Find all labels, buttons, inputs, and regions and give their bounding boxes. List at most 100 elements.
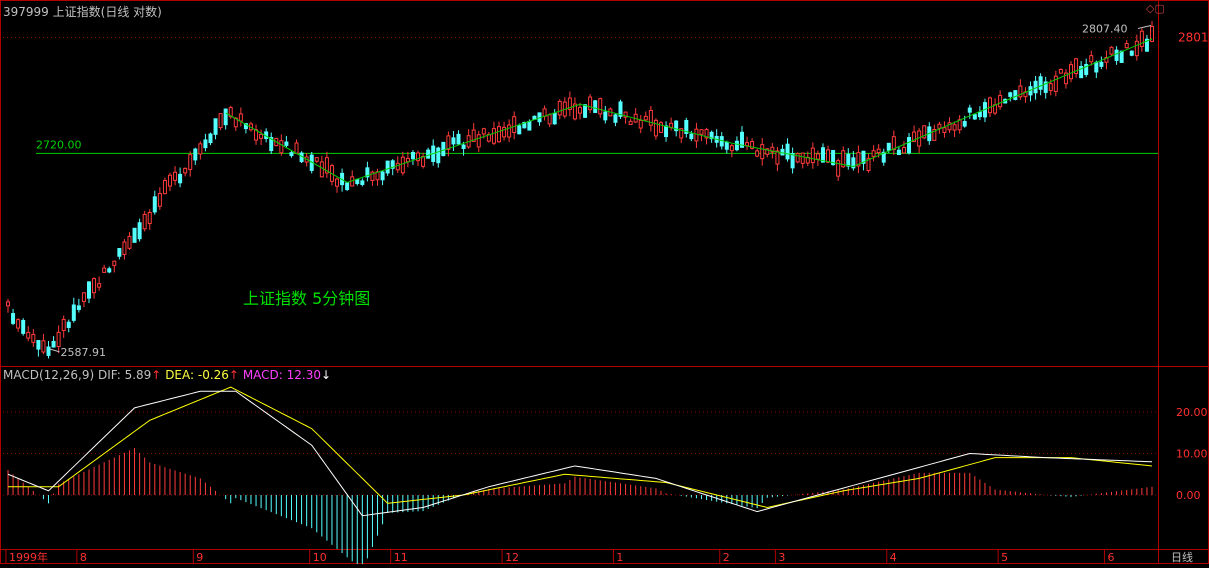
candle-body	[208, 133, 213, 144]
candle-body	[1043, 81, 1048, 93]
candle-body	[648, 109, 653, 126]
candle-body	[790, 153, 795, 169]
candle-body	[689, 133, 694, 140]
candle-body	[269, 137, 274, 152]
candle-body	[775, 150, 780, 165]
candle-body	[952, 124, 957, 131]
candle-body	[628, 120, 633, 125]
candle-body	[912, 131, 917, 143]
candle-body	[21, 319, 26, 334]
candle-body	[891, 136, 896, 151]
candle-body	[1094, 61, 1099, 73]
candle-body	[1008, 92, 1013, 97]
candle-body	[709, 131, 714, 140]
candle-body	[815, 153, 820, 160]
candle-body	[517, 125, 522, 135]
candle-body	[56, 331, 61, 347]
candle-body	[780, 148, 785, 156]
diamond-icon[interactable]: ◇	[1146, 2, 1155, 15]
candle-body	[679, 128, 684, 139]
candle-body	[183, 167, 188, 174]
candle-body	[167, 174, 172, 187]
candle-body	[1139, 30, 1144, 47]
x-axis-label: 1999年	[9, 550, 48, 564]
candle-body	[400, 156, 405, 174]
candle-body	[16, 319, 21, 329]
candle-body	[380, 171, 385, 181]
candle-body	[446, 135, 451, 150]
candle-body	[1038, 76, 1043, 90]
candle-body	[102, 267, 107, 273]
candle-body	[871, 150, 876, 157]
candle-body	[61, 318, 66, 331]
chart-annotation: 上证指数 5分钟图	[243, 289, 370, 308]
candle-body	[552, 112, 557, 125]
candle-body	[370, 171, 375, 181]
candle-body	[841, 150, 846, 168]
candle-body	[653, 119, 658, 137]
candle-body	[203, 139, 208, 149]
high-price-label: 2807.40	[1082, 22, 1128, 35]
candle-body	[360, 180, 365, 186]
candle-body	[1013, 90, 1018, 100]
candle-body	[785, 143, 790, 160]
candle-body	[739, 131, 744, 148]
candle-body	[512, 116, 517, 133]
candle-body	[365, 167, 370, 178]
candle-body	[11, 313, 16, 324]
candle-body	[441, 141, 446, 157]
candle-body	[704, 129, 709, 139]
candle-body	[92, 278, 97, 294]
candle-body	[846, 153, 851, 167]
candle-body	[729, 145, 734, 152]
candle-body	[643, 115, 648, 121]
candle-body	[977, 111, 982, 118]
candle-body	[152, 196, 157, 213]
candle-body	[481, 128, 486, 135]
candle-body	[658, 122, 663, 133]
candle-body	[724, 141, 729, 150]
candle-body	[1109, 46, 1114, 55]
candle-body	[1084, 63, 1089, 75]
candle-body	[355, 178, 360, 185]
candle-body	[957, 119, 962, 131]
candle-body	[699, 129, 704, 135]
candle-body	[684, 119, 689, 134]
candle-body	[289, 152, 294, 157]
candle-body	[881, 151, 886, 163]
candle-body	[618, 101, 623, 117]
candle-body	[324, 157, 329, 174]
candle-body	[421, 156, 426, 167]
candle-body	[760, 144, 765, 160]
x-axis-label: 12	[505, 551, 519, 564]
candle-body	[456, 133, 461, 145]
candle-body	[770, 146, 775, 153]
dea-line	[8, 386, 1153, 508]
candle-body	[557, 100, 562, 116]
candle-body	[1144, 38, 1149, 52]
candle-body	[51, 340, 56, 348]
candle-body	[238, 113, 243, 122]
candle-body	[542, 108, 547, 117]
candle-body	[593, 100, 598, 113]
candle-body	[471, 129, 476, 142]
candle-body	[279, 140, 284, 154]
candle-body	[1134, 40, 1139, 57]
candle-body	[967, 107, 972, 113]
candle-body	[451, 137, 456, 145]
low-arrow-icon	[49, 348, 60, 353]
candle-body	[395, 162, 400, 171]
candle-body	[800, 152, 805, 164]
candle-body	[947, 122, 952, 131]
restore-icon[interactable]: ▢	[1154, 2, 1165, 15]
x-axis-label: 6	[1107, 551, 1114, 564]
candle-body	[284, 141, 289, 146]
candle-body	[896, 149, 901, 156]
candle-body	[664, 125, 669, 138]
dea-up-arrow-icon: ↑	[228, 368, 239, 382]
candle-body	[826, 149, 831, 163]
candle-body	[117, 248, 122, 257]
candle-body	[937, 123, 942, 129]
